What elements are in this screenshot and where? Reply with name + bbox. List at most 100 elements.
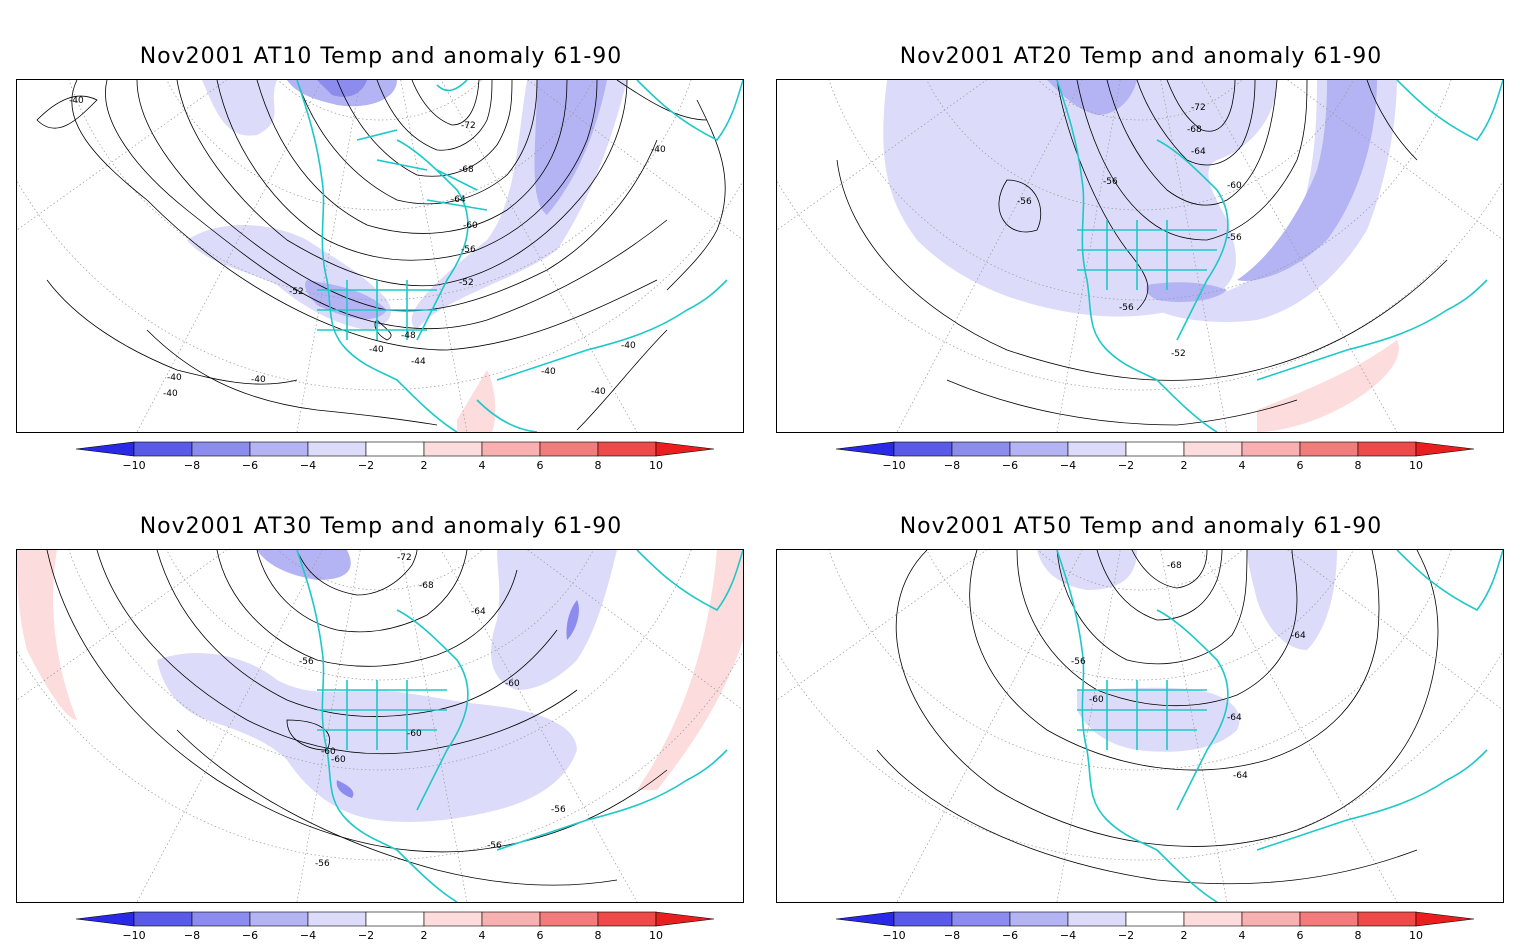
colorbar-segment [423, 911, 483, 927]
colorbar-arrow-left [835, 441, 895, 457]
colorbar-segment [1357, 441, 1417, 457]
colorbar-tick-label: −4 [1060, 459, 1076, 472]
colorbar-segment [1067, 441, 1127, 457]
contour-label: -56 [1071, 657, 1086, 667]
contour-label: -44 [411, 357, 426, 367]
contour-label: -64 [471, 607, 486, 617]
colorbar-tick-label: 6 [537, 459, 544, 472]
colorbar: −10 −8 −6 −4 −2 2 4 6 8 10 [75, 441, 715, 472]
colorbar-tick-label: −2 [1118, 929, 1134, 942]
colorbar-segment [365, 911, 425, 927]
colorbar-tick-label: −10 [882, 929, 905, 942]
colorbar-tick-label: 4 [479, 459, 486, 472]
colorbar-tick-label: 6 [1297, 929, 1304, 942]
colorbar-tick-label: −6 [1002, 459, 1018, 472]
panel-title: Nov2001 AT30 Temp and anomaly 61-90 [139, 514, 623, 539]
colorbar-segment [539, 911, 599, 927]
contour-label: -68 [1187, 125, 1202, 135]
colorbar-tick-label: 4 [1239, 459, 1246, 472]
contour-label: -60 [331, 755, 346, 765]
contour-label: -72 [397, 553, 412, 563]
colorbar-segment [539, 441, 599, 457]
contour-label: -56 [461, 245, 476, 255]
map-frame: -72 -68 -64 -56 -60 -60 -60 -60 -56 -56 … [16, 549, 744, 903]
colorbar-arrow-left [75, 441, 135, 457]
colorbar-segment [423, 441, 483, 457]
colorbar-tick-label: −2 [358, 929, 374, 942]
contour-label: -68 [1167, 561, 1182, 571]
colorbar-arrow-right [1415, 911, 1475, 927]
contour-label: -64 [1233, 771, 1248, 781]
contour-label: -64 [1191, 147, 1206, 157]
colorbar-tick-label: −10 [882, 459, 905, 472]
colorbar-tick-label: 10 [1409, 459, 1423, 472]
polar-map: -72 -68 -64 -60 -56 -56 -56 -56 -52 [777, 80, 1503, 432]
contour-label: -68 [459, 165, 474, 175]
colorbar-segment [1299, 911, 1359, 927]
polar-map: -68 -64 -56 -60 -64 -64 [777, 550, 1503, 902]
colorbar-segment [133, 441, 193, 457]
colorbar-segment [1009, 441, 1069, 457]
contour-label: -56 [1103, 177, 1118, 187]
contour-label: -60 [321, 747, 336, 757]
polar-map: -72 -68 -64 -56 -60 -60 -60 -60 -56 -56 … [17, 550, 743, 902]
contour-label: -60 [1089, 695, 1104, 705]
colorbar-tick-label: 2 [1181, 929, 1188, 942]
colorbar-tick-label: −10 [122, 929, 145, 942]
contour-label: -56 [1017, 197, 1032, 207]
colorbar-segment [481, 441, 541, 457]
colorbar-segment [1241, 441, 1301, 457]
colorbar-arrow-right [1415, 441, 1475, 457]
colorbar-tick-label: −6 [1002, 929, 1018, 942]
colorbar-tick-label: 6 [537, 929, 544, 942]
contour-label: -48 [401, 331, 416, 341]
colorbar-tick-label: 8 [1355, 929, 1362, 942]
colorbar-tick-label: −8 [944, 459, 960, 472]
colorbar: −10 −8 −6 −4 −2 2 4 6 8 10 [835, 441, 1475, 472]
colorbar-segment [951, 441, 1011, 457]
contour-label: -52 [289, 287, 304, 297]
colorbar-segment [307, 441, 367, 457]
panel-title: Nov2001 AT10 Temp and anomaly 61-90 [139, 44, 623, 69]
colorbar-tick-label: −4 [300, 459, 316, 472]
colorbar-segment [249, 441, 309, 457]
colorbar-tick-label: −6 [242, 459, 258, 472]
contour-label: -40 [591, 387, 606, 397]
colorbar-tick-label: 4 [479, 929, 486, 942]
contour-label: -56 [551, 805, 566, 815]
colorbar-segment [1357, 911, 1417, 927]
colorbar-tick-label: 2 [421, 459, 428, 472]
colorbar-tick-label: 2 [1181, 459, 1188, 472]
polar-map: -40 -72 -68 -64 -60 -56 -52 -52 -48 -44 … [17, 80, 743, 432]
colorbar-tick-label: 10 [649, 929, 663, 942]
contour-label: -60 [407, 729, 422, 739]
colorbar-segment [307, 911, 367, 927]
colorbar-arrow-right [655, 441, 715, 457]
contour-label: -56 [299, 657, 314, 667]
colorbar-tick-label: −2 [1118, 459, 1134, 472]
colorbar-tick-label: 6 [1297, 459, 1304, 472]
colorbar-segment [1125, 441, 1185, 457]
colorbar-tick-label: 10 [1409, 929, 1423, 942]
contour-label: -64 [1227, 713, 1242, 723]
colorbar-segment [133, 911, 193, 927]
colorbar-tick-label: −2 [358, 459, 374, 472]
contour-label: -52 [1171, 349, 1186, 359]
contour-label: -56 [1119, 303, 1134, 313]
contour-label: -64 [1291, 631, 1306, 641]
contour-label: -60 [463, 221, 478, 231]
colorbar-tick-label: 8 [595, 929, 602, 942]
contour-label: -56 [1227, 233, 1242, 243]
map-frame: -68 -64 -56 -60 -64 -64 [776, 549, 1504, 903]
colorbar-segment [1125, 911, 1185, 927]
colorbar-arrow-left [835, 911, 895, 927]
colorbar-tick-label: −4 [1060, 929, 1076, 942]
colorbar-tick-label: −10 [122, 459, 145, 472]
colorbar-tick-label: −8 [944, 929, 960, 942]
contour-label: -72 [1191, 103, 1206, 113]
contour-label: -40 [69, 96, 84, 106]
contour-label: -56 [315, 859, 330, 869]
colorbar-segment [191, 441, 251, 457]
contour-label: -60 [505, 679, 520, 689]
colorbar-segment [191, 911, 251, 927]
